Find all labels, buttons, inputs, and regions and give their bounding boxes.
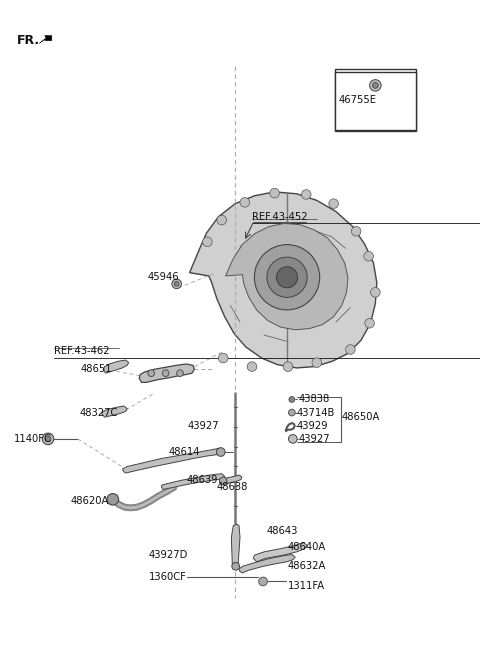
- Text: 43838: 43838: [299, 394, 330, 405]
- Circle shape: [267, 257, 307, 298]
- Text: 48327C: 48327C: [79, 407, 118, 418]
- Circle shape: [177, 370, 183, 376]
- Circle shape: [172, 279, 181, 288]
- Text: 48650A: 48650A: [342, 412, 380, 422]
- Polygon shape: [139, 364, 194, 382]
- Circle shape: [301, 190, 311, 199]
- Polygon shape: [239, 555, 295, 573]
- Circle shape: [288, 409, 295, 416]
- Circle shape: [289, 397, 295, 402]
- Bar: [335, 69, 416, 131]
- Circle shape: [107, 493, 119, 505]
- Circle shape: [372, 83, 378, 88]
- Circle shape: [232, 562, 240, 570]
- Text: 1360CF: 1360CF: [149, 572, 187, 582]
- Text: 1311FA: 1311FA: [288, 581, 325, 591]
- Text: 46755E: 46755E: [339, 95, 377, 105]
- Text: 43927: 43927: [187, 420, 219, 431]
- Circle shape: [219, 477, 227, 485]
- Text: 48643: 48643: [267, 526, 298, 536]
- Circle shape: [270, 189, 279, 198]
- Circle shape: [216, 447, 225, 457]
- Text: 43927D: 43927D: [149, 550, 188, 560]
- Bar: [335, 72, 416, 130]
- Text: 48620A: 48620A: [71, 495, 109, 506]
- Circle shape: [283, 362, 293, 371]
- Text: 48632A: 48632A: [288, 561, 326, 572]
- Text: 48640A: 48640A: [288, 541, 326, 552]
- Circle shape: [364, 252, 373, 261]
- Polygon shape: [122, 448, 223, 473]
- Circle shape: [276, 267, 298, 288]
- Text: 43714B: 43714B: [297, 407, 335, 418]
- Text: 48614: 48614: [169, 447, 201, 457]
- Text: 48651: 48651: [81, 364, 112, 374]
- Circle shape: [259, 577, 267, 586]
- Circle shape: [247, 362, 257, 371]
- Polygon shape: [39, 35, 52, 43]
- Circle shape: [254, 244, 320, 310]
- Circle shape: [174, 281, 179, 286]
- Polygon shape: [253, 543, 307, 562]
- Text: 48639: 48639: [186, 474, 218, 485]
- Text: 45946: 45946: [148, 272, 180, 283]
- Text: REF.43-452: REF.43-452: [252, 212, 308, 222]
- Polygon shape: [221, 475, 242, 485]
- Circle shape: [370, 79, 381, 91]
- Circle shape: [351, 227, 361, 236]
- Polygon shape: [231, 524, 240, 568]
- Circle shape: [203, 237, 212, 246]
- Circle shape: [288, 434, 297, 443]
- Polygon shape: [190, 192, 377, 368]
- Circle shape: [329, 199, 338, 208]
- Circle shape: [45, 436, 51, 442]
- Polygon shape: [102, 406, 127, 417]
- Circle shape: [346, 345, 355, 354]
- Circle shape: [162, 370, 169, 376]
- Circle shape: [371, 288, 380, 297]
- Text: 1140FC: 1140FC: [13, 434, 51, 444]
- Polygon shape: [161, 474, 225, 489]
- Polygon shape: [103, 360, 129, 373]
- Circle shape: [148, 370, 155, 376]
- Circle shape: [42, 433, 54, 445]
- Text: FR.: FR.: [17, 34, 40, 47]
- Circle shape: [365, 319, 374, 328]
- Polygon shape: [226, 223, 348, 330]
- Circle shape: [240, 198, 250, 207]
- Circle shape: [218, 353, 228, 363]
- Text: 43927: 43927: [299, 434, 330, 444]
- Text: 43929: 43929: [297, 420, 328, 431]
- Circle shape: [217, 215, 227, 225]
- Circle shape: [312, 358, 322, 367]
- Text: REF.43-462: REF.43-462: [54, 346, 109, 357]
- Text: 48638: 48638: [217, 482, 248, 493]
